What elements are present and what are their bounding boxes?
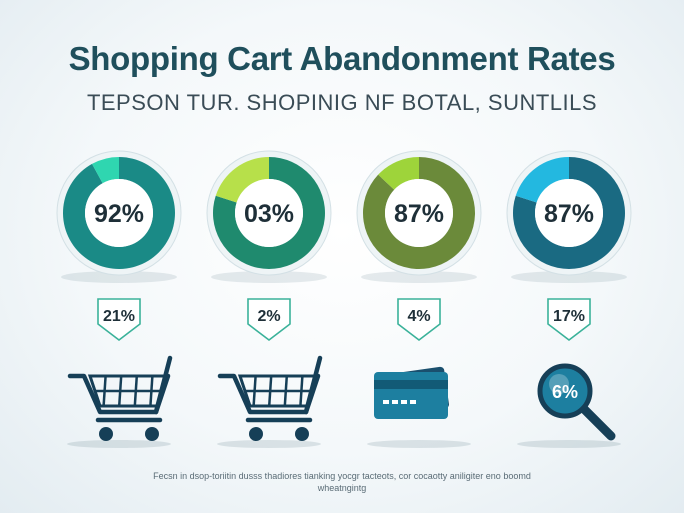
badge-shape	[547, 298, 591, 342]
badge-shape	[97, 298, 141, 342]
donut-4: 87% 17% 6%	[506, 150, 632, 448]
icon-shadow	[217, 440, 321, 448]
donut-label: 03%	[244, 200, 294, 228]
chart-subtitle: TEPSON TUR. SHOPINIG NF BOTAL, SUNTLILS	[86, 90, 598, 115]
badge-shape	[397, 298, 441, 342]
donut-center	[85, 179, 153, 247]
donut-shadow	[511, 271, 627, 283]
shopping-cart-icon	[217, 355, 323, 441]
badge-label: 2%	[257, 308, 280, 325]
icon-shadow	[517, 440, 621, 448]
badge-label: 21%	[103, 308, 135, 325]
donut-value-arc	[62, 157, 175, 269]
badge-label: 17%	[553, 308, 585, 325]
chart-title: Shopping Cart Abandonment Rates	[68, 40, 616, 77]
donut-remainder-arc	[92, 157, 119, 184]
credit-card-icon	[374, 366, 449, 419]
donut-label: 87%	[544, 200, 594, 228]
donut-shadow	[361, 271, 477, 283]
badge-label: 4%	[407, 308, 430, 325]
donut-1: 92% 21%	[56, 150, 182, 448]
donut-value-arc	[213, 157, 326, 269]
icon-shadow	[367, 440, 471, 448]
donut-2: 03% 2%	[206, 150, 332, 448]
donut-3: 87% 4%	[356, 150, 482, 448]
donut-remainder-arc	[515, 157, 569, 203]
donut-value-arc	[513, 157, 626, 270]
donut-label: 87%	[394, 200, 444, 228]
donut-remainder-arc	[215, 157, 269, 203]
icon-shadow	[67, 440, 171, 448]
donut-label: 92%	[94, 200, 144, 228]
magnifier-label: 6%	[552, 382, 578, 402]
donut-shadow	[61, 271, 177, 283]
donut-shadow	[211, 271, 327, 283]
donut-value-arc	[363, 157, 476, 269]
footer-note: Fecsn in dsop-toriitin dusss thadiores t…	[153, 471, 531, 493]
badge-shape	[247, 298, 291, 342]
donut-center	[235, 179, 303, 247]
donut-center	[385, 179, 453, 247]
magnifier-icon: 6%	[537, 363, 616, 441]
donut-remainder-arc	[378, 157, 419, 190]
donut-center	[535, 179, 603, 247]
shopping-cart-icon	[67, 355, 173, 441]
